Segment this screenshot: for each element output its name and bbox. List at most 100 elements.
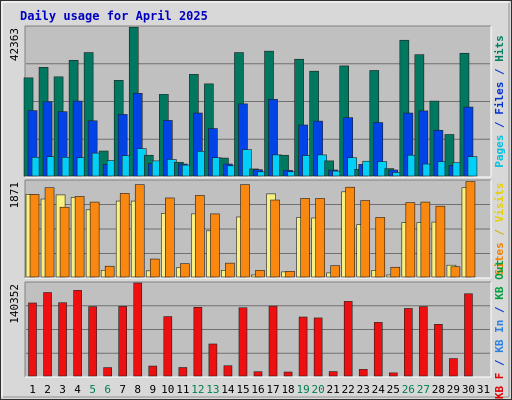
legend-label-part: / — [493, 62, 506, 82]
day-label: 24 — [372, 383, 386, 396]
bar-kb-f-day-12 — [193, 306, 203, 377]
bar-sites-day-6 — [104, 265, 115, 278]
bar-kb-f-day-7 — [118, 306, 128, 377]
bar-kb-f-day-20 — [313, 317, 323, 377]
day-label: 16 — [251, 383, 264, 396]
legend-label-part: Visits — [493, 183, 506, 223]
bar-sites-day-25 — [390, 266, 401, 278]
bar-sites-day-7 — [119, 193, 130, 278]
bar-kb-f-day-2 — [43, 292, 52, 377]
day-label: 11 — [176, 383, 189, 396]
day-label: 13 — [206, 383, 219, 396]
bar-sites-day-9 — [149, 258, 160, 278]
bar-kb-f-day-21 — [328, 371, 338, 377]
day-labels: 1 2 3 4 5 6 7 8 9 10 11 12 13 14 15 16 17 18 19 20 21 22 23 24 2… — [29, 383, 490, 396]
bar-pages-day-15 — [242, 149, 252, 177]
legend-label-part: Pages — [493, 135, 506, 168]
bar-kb-f-day-16 — [253, 371, 263, 377]
day-label: 7 — [119, 383, 126, 396]
day-label: 4 — [74, 383, 81, 396]
bar-sites-day-30 — [465, 181, 476, 278]
bar-pages-day-30 — [467, 156, 478, 177]
day-label: 19 — [296, 383, 309, 396]
legend-label-part: Files — [493, 82, 506, 115]
legend-label-part: Hits — [493, 35, 506, 62]
series-legend-label: Sites / Visits — [493, 183, 506, 276]
bar-sites-day-14 — [225, 262, 235, 278]
bar-kb-f-day-4 — [73, 290, 82, 377]
bar-sites-day-15 — [240, 184, 250, 278]
bar-kb-f-day-8 — [133, 282, 143, 377]
max-value-label: 1871 — [8, 182, 21, 209]
bar-sites-day-27 — [420, 201, 431, 278]
legend-label-part: KB In — [493, 320, 506, 353]
bar-sites-day-11 — [180, 263, 190, 278]
day-label: 2 — [44, 383, 51, 396]
bar-sites-day-23 — [360, 200, 371, 278]
bar-sites-day-5 — [89, 201, 100, 278]
bar-kb-f-day-15 — [238, 307, 248, 377]
legend-label-part: / — [493, 300, 506, 320]
panel-visits-sites: 1871 Sites / Visits — [8, 179, 506, 279]
bar-kb-f-day-9 — [148, 365, 158, 377]
day-label: 25 — [387, 383, 400, 396]
bar-sites-day-16 — [255, 270, 265, 278]
day-label: 14 — [221, 383, 235, 396]
bar-kb-f-day-1 — [28, 302, 37, 377]
day-label: 17 — [266, 383, 279, 396]
bar-sites-day-26 — [405, 202, 416, 278]
bar-sites-day-19 — [300, 198, 310, 278]
series-legend-label: KB F / KB In / KB Out — [493, 260, 506, 399]
day-label: 5 — [89, 383, 96, 396]
day-label: 9 — [149, 383, 156, 396]
bar-kb-f-day-24 — [373, 322, 383, 377]
day-label: 22 — [342, 383, 355, 396]
bar-kb-f-day-14 — [223, 365, 233, 377]
bar-sites-day-28 — [435, 205, 446, 278]
legend-label-part: Sites — [493, 242, 506, 275]
bar-kb-f-day-5 — [88, 306, 97, 377]
bar-sites-day-12 — [195, 195, 205, 278]
day-label: 23 — [357, 383, 370, 396]
bar-sites-day-20 — [315, 198, 325, 278]
day-label: 3 — [59, 383, 66, 396]
bar-kb-f-day-13 — [208, 343, 218, 377]
legend-label-part: KB F — [493, 373, 506, 400]
day-label: 15 — [236, 383, 249, 396]
day-label: 12 — [191, 383, 204, 396]
bar-kb-f-day-29 — [449, 358, 458, 377]
bar-kb-f-day-3 — [58, 302, 67, 377]
day-label: 31 — [477, 383, 490, 396]
bar-kb-f-day-28 — [434, 324, 443, 377]
day-label: 10 — [161, 383, 174, 396]
bar-pages-day-22 — [347, 157, 357, 177]
day-label: 30 — [462, 383, 475, 396]
bar-sites-day-3 — [59, 206, 70, 278]
bar-sites-day-22 — [345, 186, 355, 278]
chart-title: Daily usage for April 2025 — [20, 9, 208, 23]
bar-kb-f-day-22 — [343, 301, 353, 377]
panel-kb-in-out: 140352 KB F / KB In / KB Out — [8, 260, 506, 399]
bar-kb-f-day-18 — [283, 371, 293, 377]
bar-sites-day-29 — [450, 266, 461, 278]
bar-sites-day-2 — [44, 187, 55, 278]
bar-kb-f-day-19 — [298, 316, 308, 377]
bar-sites-day-13 — [210, 213, 220, 278]
bar-sites-day-1 — [29, 194, 40, 278]
panel-pages-files-hits: 42363 Pages / Files / Hits — [8, 25, 506, 178]
legend-label-part: KB Out — [493, 260, 506, 300]
bar-kb-f-day-26 — [404, 308, 413, 377]
bar-kb-f-day-23 — [358, 369, 368, 377]
day-label: 28 — [432, 383, 445, 396]
day-label: 6 — [104, 383, 111, 396]
day-label: 29 — [447, 383, 460, 396]
bar-sites-day-18 — [285, 271, 295, 278]
bar-kb-f-day-11 — [178, 367, 188, 377]
bar-sites-day-21 — [330, 265, 340, 278]
bar-kb-f-day-17 — [268, 305, 278, 377]
legend-label-part: / — [493, 222, 506, 242]
bar-sites-day-10 — [165, 197, 175, 278]
day-label: 8 — [134, 383, 141, 396]
bar-kb-f-day-25 — [388, 372, 398, 377]
